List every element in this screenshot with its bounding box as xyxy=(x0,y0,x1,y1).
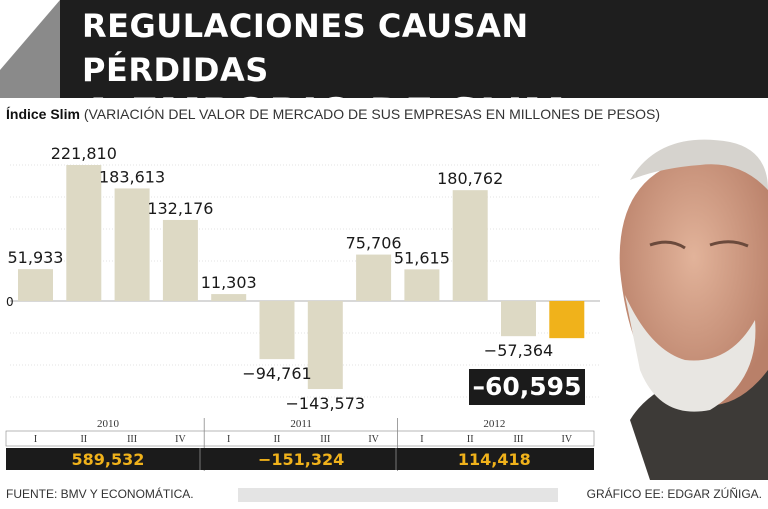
quarter-label: I xyxy=(420,434,423,445)
quarter-band xyxy=(5,430,595,447)
bar xyxy=(18,269,53,301)
quarter-label: II xyxy=(274,434,281,445)
header: REGULACIONES CAUSAN PÉRDIDAS A EMPORIO D… xyxy=(0,0,768,136)
header-wedge xyxy=(0,0,60,98)
totals-band xyxy=(6,448,594,470)
quarter-label: I xyxy=(227,434,230,445)
source-note: FUENTE: BMV Y ECONOMÁTICA. xyxy=(6,487,194,501)
index-name: Índice Slim xyxy=(6,106,80,122)
headline: REGULACIONES CAUSAN PÉRDIDAS A EMPORIO D… xyxy=(82,4,682,136)
annual-total: 589,532 xyxy=(72,450,145,469)
headline-line-1: REGULACIONES CAUSAN PÉRDIDAS xyxy=(82,7,529,89)
value-label: 11,303 xyxy=(201,273,257,292)
headline-line-2: A EMPORIO DE SLIM xyxy=(82,89,566,138)
annual-totals: 589,532 −151,324 114,418 xyxy=(6,448,594,470)
year-label: 2010 xyxy=(97,418,120,430)
portrait-photo xyxy=(619,139,768,480)
value-label: 132,176 xyxy=(147,199,213,218)
value-label: 75,706 xyxy=(346,234,402,253)
quarter-label: II xyxy=(467,434,474,445)
bar xyxy=(211,294,247,301)
value-label: 183,613 xyxy=(99,167,165,186)
bar xyxy=(404,269,440,301)
annual-total: 114,418 xyxy=(458,450,531,469)
value-label: −94,761 xyxy=(242,364,311,383)
value-label: 51,933 xyxy=(8,248,64,267)
bar xyxy=(259,301,295,360)
quarter-label: III xyxy=(127,434,137,445)
value-label: 51,615 xyxy=(394,248,450,267)
bar xyxy=(114,188,150,301)
value-label: −57,364 xyxy=(484,341,553,360)
bar xyxy=(66,165,102,301)
annual-total: −151,324 xyxy=(258,450,344,469)
bar xyxy=(452,190,488,301)
year-label: 2012 xyxy=(483,418,505,430)
quarter-label: I xyxy=(34,434,37,445)
quarter-label: IV xyxy=(368,434,379,445)
value-label: 180,762 xyxy=(437,169,503,188)
latest-value-callout: –60,595 xyxy=(469,369,585,405)
bar xyxy=(549,301,585,339)
header-bar xyxy=(60,0,768,98)
value-labels: 51,933 221,810 183,613 132,176 11,303 −94,761… xyxy=(8,144,554,413)
year-label: 2011 xyxy=(290,418,312,430)
bar xyxy=(162,219,198,301)
quarter-label: III xyxy=(320,434,330,445)
quarter-label: III xyxy=(514,434,524,445)
value-label: 221,810 xyxy=(51,144,117,163)
chart-subtitle: Índice Slim (VARIACIÓN DEL VALOR DE MERC… xyxy=(6,106,660,122)
value-label: −143,573 xyxy=(286,394,366,413)
footer-band xyxy=(238,488,558,502)
bar xyxy=(307,301,343,390)
zero-tick-label: 0 xyxy=(6,295,14,309)
bar xyxy=(356,254,392,301)
quarter-label: II xyxy=(80,434,87,445)
bar xyxy=(501,301,536,337)
index-description: (VARIACIÓN DEL VALOR DE MERCADO DE SUS E… xyxy=(83,106,661,122)
quarter-label: IV xyxy=(175,434,186,445)
quarter-label: IV xyxy=(562,434,573,445)
bars xyxy=(18,165,585,390)
graphic-credit: GRÁFICO EE: EDGAR ZÚÑIGA. xyxy=(586,487,762,501)
